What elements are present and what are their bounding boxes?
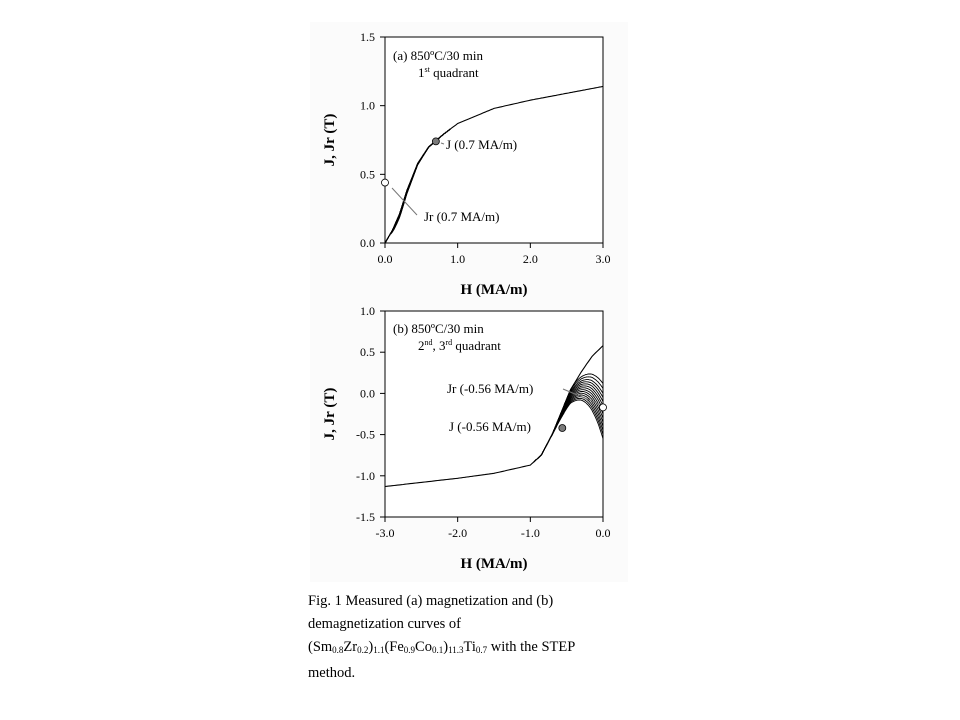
panel-b-xtick-label: -2.0: [448, 526, 467, 540]
panel-b-annotation-jr: Jr (-0.56 MA/m): [447, 381, 533, 396]
panel-a-ytick-label: 0.0: [360, 236, 375, 250]
caption-subscript: 0.1: [431, 645, 444, 655]
panel-b-ytick-label: 1.0: [360, 304, 375, 318]
panel-a-ylabel: J, Jr (T): [322, 114, 338, 167]
caption-subscript: 0.8: [332, 645, 344, 655]
caption-text: ): [443, 639, 449, 655]
panel-b-recoil-curve-14: [533, 373, 604, 463]
panel-b-ytick-label: -0.5: [356, 428, 375, 442]
panel-a-marker-jr: [381, 178, 389, 187]
panel-b-ticks: -3.0 -2.0 -1.0 0.0 -1.5 -1.0 -0.5 0.0 0.5 1.0: [356, 304, 611, 540]
caption-subscript: 0.7: [475, 645, 488, 655]
panel-b-xlabel: H (MA/m): [460, 556, 527, 572]
panel-b-curves: [384, 345, 607, 488]
caption-line-2: demagnetization curves of: [308, 616, 461, 632]
panel-a-xtick-label: 1.0: [450, 252, 465, 266]
caption-line-4: method.: [308, 665, 356, 681]
panel-a-xtick-label: 2.0: [523, 252, 538, 266]
caption-text: Zr: [343, 639, 358, 655]
panel-b-ylabel: J, Jr (T): [322, 388, 338, 441]
panel-b-xtick-label: 0.0: [596, 526, 611, 540]
caption-text: (Sm: [308, 639, 333, 655]
panel-b-label-line1: (b) 850ºC/30 min: [393, 321, 484, 336]
panel-a-label-line2: 1st quadrant: [418, 65, 479, 80]
panel-b-marker-j: [558, 424, 567, 432]
panel-a-ticks: 0.0 1.0 2.0 3.0 0.0 0.5 1.0 1.5: [360, 30, 611, 266]
panel-a: 0.0 1.0 2.0 3.0 0.0 0.5 1.0 1.5 (a) 850ºC/30 mi…: [322, 30, 611, 298]
panel-a-xlabel: H (MA/m): [460, 282, 527, 298]
panel-b-label-line2: 2nd, 3rd quadrant: [418, 338, 501, 353]
panel-a-plot-frame: [384, 36, 604, 244]
panel-b-ytick-label: 0.0: [360, 386, 375, 400]
panel-a-ytick-label: 1.5: [360, 30, 375, 44]
figure-caption: Fig. 1 Measured (a) magnetization and (b…: [308, 590, 668, 685]
panel-b-ytick-label: -1.5: [356, 510, 375, 524]
panel-a-annotation-j: J (0.7 MA/m): [446, 137, 517, 152]
panel-b-xtick-label: -1.0: [521, 526, 540, 540]
panel-b-ytick-label: 0.5: [360, 345, 375, 359]
panel-a-marker-j: [431, 137, 440, 146]
panel-b-xtick-label: -3.0: [376, 526, 395, 540]
caption-subscript: 1.1: [373, 645, 385, 655]
panel-a-ytick-label: 0.5: [360, 167, 375, 181]
caption-text: (Fe: [384, 639, 404, 655]
panel-a-jr-leader-line: [391, 187, 418, 216]
panel-a-recoil-curve-14: [384, 128, 451, 244]
panel-b-jr-leader-line: [562, 388, 600, 405]
caption-line-3: (Sm0.8Zr0.2)1.1(Fe0.9Co0.1)11.3Ti0.7 wit…: [308, 636, 668, 662]
panel-a-label-line1: (a) 850ºC/30 min: [393, 48, 483, 63]
panel-b-marker-jr: [599, 403, 607, 412]
caption-text: Ti: [463, 639, 476, 655]
panel-a-curves: [381, 85, 604, 244]
caption-line-1: Fig. 1 Measured (a) magnetization and (b…: [308, 593, 554, 609]
panel-b-ytick-label: -1.0: [356, 469, 375, 483]
panel-a-j-leader-line: [440, 142, 445, 145]
caption-text: with the STEP: [487, 639, 576, 655]
panel-a-xtick-label: 3.0: [596, 252, 611, 266]
caption-text: ): [368, 639, 374, 655]
panel-a-ytick-label: 1.0: [360, 99, 375, 113]
caption-subscript: 0.2: [357, 645, 369, 655]
panel-b-annotation-j: J (-0.56 MA/m): [449, 419, 531, 434]
caption-subscript: 0.9: [403, 645, 416, 655]
caption-text: Co: [415, 639, 432, 655]
panel-b: -3.0 -2.0 -1.0 0.0 -1.5 -1.0 -0.5 0.0 0.5 1.0 (b)…: [322, 304, 611, 572]
panel-a-annotation-jr: Jr (0.7 MA/m): [424, 209, 499, 224]
caption-subscript: 11.3: [448, 645, 464, 655]
panel-a-xtick-label: 0.0: [378, 252, 393, 266]
